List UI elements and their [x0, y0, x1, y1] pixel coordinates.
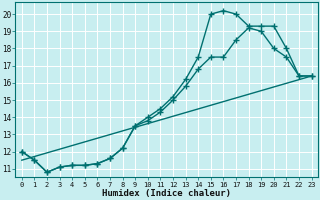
X-axis label: Humidex (Indice chaleur): Humidex (Indice chaleur) — [102, 189, 231, 198]
